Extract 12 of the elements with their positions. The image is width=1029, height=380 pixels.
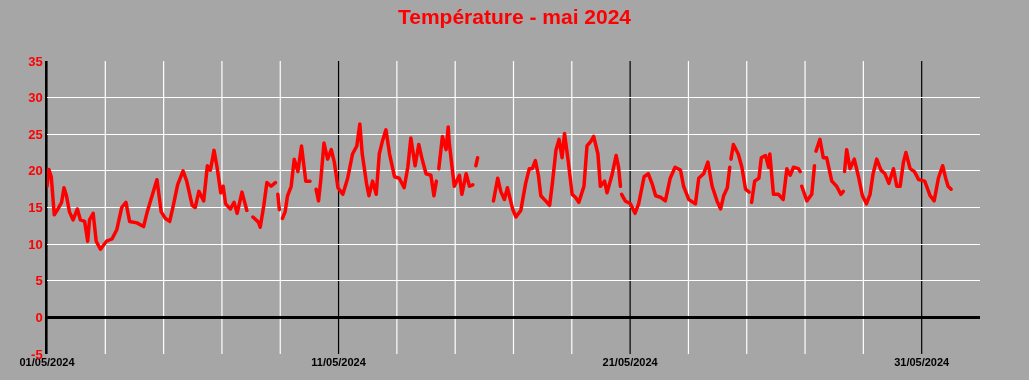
y-tick-label: 20 [28, 163, 43, 179]
y-tick-label: 15 [28, 200, 43, 216]
y-tick-label: 30 [28, 90, 43, 106]
x-tick-label: 21/05/2024 [602, 356, 659, 368]
y-tick-label: 5 [35, 273, 43, 289]
chart-title: Température - mai 2024 [397, 5, 632, 29]
x-tick-label: 11/05/2024 [311, 356, 367, 368]
y-tick-label: 10 [28, 236, 43, 252]
y-tick-label: 35 [28, 53, 43, 69]
y-tick-label: 0 [35, 309, 43, 325]
x-tick-label: 31/05/2024 [894, 356, 951, 368]
y-tick-label: 25 [28, 126, 43, 142]
